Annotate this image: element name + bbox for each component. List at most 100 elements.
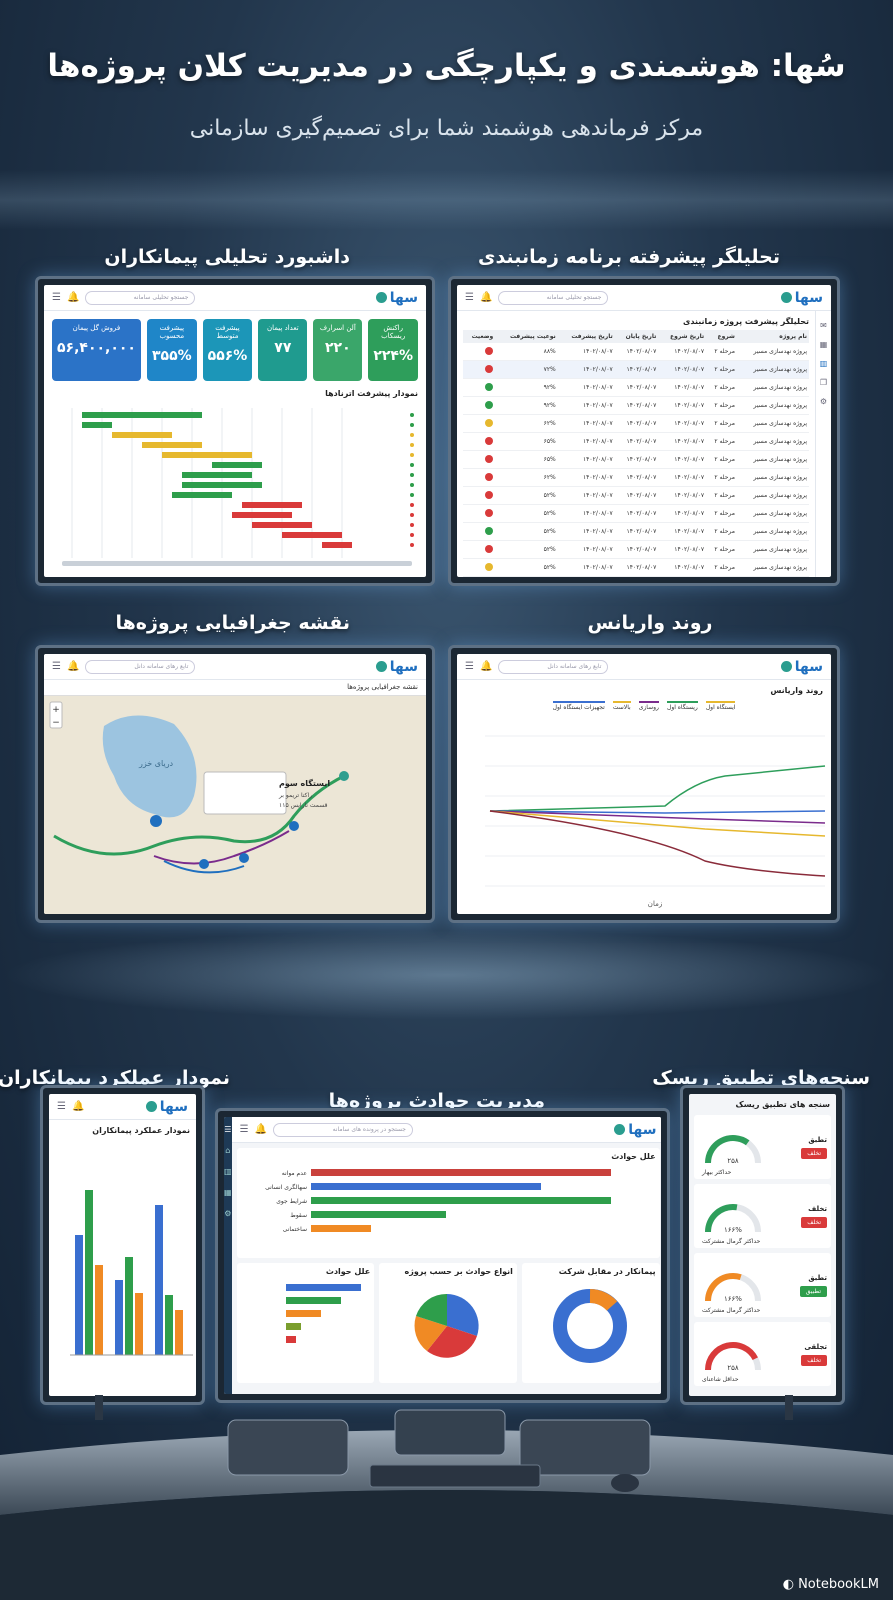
gantt-bar[interactable]: [82, 412, 202, 418]
table-row[interactable]: پروژه نهدسازی مسیر مرحله ۲ ۱۴۰۲/۰۸/۰۷ ۱۴۰۲/…: [463, 540, 809, 559]
status-badge[interactable]: تخلف: [801, 1147, 827, 1159]
keyboard[interactable]: [369, 1464, 541, 1488]
control-panel[interactable]: [519, 1419, 651, 1476]
horizontal-scrollbar[interactable]: [62, 561, 412, 566]
performance-bar[interactable]: [85, 1190, 93, 1355]
table-row[interactable]: پروژه نهدسازی مسیر مرحله ۲ ۱۴۰۲/۰۸/۰۷ ۱۴۰۲/…: [463, 360, 809, 379]
grid-icon[interactable]: ▦: [819, 340, 828, 349]
column-header[interactable]: تاریخ پایان: [614, 330, 659, 343]
settings-icon[interactable]: ⚙: [224, 1209, 232, 1218]
performance-bar[interactable]: [95, 1265, 103, 1355]
search-input[interactable]: جستجو در پرونده های سامانه: [272, 1122, 413, 1137]
performance-bar[interactable]: [125, 1257, 133, 1355]
table-row[interactable]: پروژه نهدسازی مسیر مرحله ۲ ۱۴۰۲/۰۸/۰۷ ۱۴۰۲/…: [463, 486, 809, 505]
bell-icon[interactable]: 🔔: [66, 292, 80, 303]
gantt-bar[interactable]: [212, 462, 262, 468]
column-header[interactable]: تاریخ شروع: [658, 330, 707, 343]
status-badge[interactable]: تخلف: [801, 1216, 827, 1228]
bell-icon[interactable]: 🔔: [479, 292, 493, 303]
map-pin[interactable]: [199, 859, 209, 869]
legend-item[interactable]: روسازی: [638, 701, 659, 711]
search-input[interactable]: تابع رهای سامانه دانل: [498, 659, 609, 674]
legend-item[interactable]: ریستگاه اول: [666, 701, 698, 711]
map-pin[interactable]: [339, 771, 349, 781]
status-badge[interactable]: تطبیق: [799, 1285, 827, 1297]
chart-icon[interactable]: ▥: [224, 1167, 232, 1176]
performance-bar[interactable]: [115, 1280, 123, 1355]
column-header[interactable]: شروع: [706, 330, 737, 343]
grid-icon[interactable]: ▦: [224, 1188, 232, 1197]
table-row[interactable]: پروژه نهدسازی مسیر مرحله ۲ ۱۴۰۲/۰۸/۰۷ ۱۴۰۲/…: [463, 504, 809, 523]
menu-icon[interactable]: ☰: [465, 292, 474, 303]
legend-item[interactable]: ایستگاه اول: [705, 701, 736, 711]
table-row[interactable]: پروژه نهدسازی مسیر مرحله ۲ ۱۴۰۲/۰۸/۰۷ ۱۴۰۲/…: [463, 522, 809, 541]
table-row[interactable]: پروژه نهدسازی مسیر مرحله ۲ ۱۴۰۲/۰۸/۰۷ ۱۴۰۲/…: [463, 378, 809, 397]
table-row[interactable]: پروژه نهدسازی مسیر مرحله ۲ ۱۴۰۲/۰۸/۰۷ ۱۴۰۲/…: [463, 414, 809, 433]
copy-icon[interactable]: ❐: [819, 378, 828, 387]
incident-bar[interactable]: [285, 1297, 341, 1304]
table-row[interactable]: پروژه نهدسازی مسیر مرحله ۲ ۱۴۰۲/۰۸/۰۷ ۱۴۰۲/…: [463, 432, 809, 451]
map-pin[interactable]: [289, 821, 299, 831]
gantt-bar[interactable]: [232, 512, 292, 518]
performance-bar[interactable]: [175, 1310, 183, 1355]
kpi-card[interactable]: آلن اسرارف ۲۲۰: [313, 319, 363, 381]
performance-bar[interactable]: [75, 1235, 83, 1355]
incident-bar[interactable]: [310, 1225, 371, 1232]
table-row[interactable]: پروژه نهدسازی مسیر مرحله ۲ ۱۴۰۲/۰۸/۰۷ ۱۴۰۲/…: [463, 450, 809, 469]
menu-icon[interactable]: ☰: [239, 1124, 249, 1135]
menu-icon[interactable]: ☰: [57, 1101, 66, 1112]
status-badge[interactable]: تخلف: [801, 1354, 827, 1366]
menu-icon[interactable]: ☰: [465, 661, 474, 672]
incident-bar[interactable]: [310, 1197, 611, 1204]
gantt-bar[interactable]: [112, 432, 172, 438]
legend-item[interactable]: بالاست: [612, 701, 631, 711]
gantt-bar[interactable]: [182, 472, 252, 478]
bell-icon[interactable]: 🔔: [66, 661, 80, 672]
home-icon[interactable]: ⌂: [225, 1146, 231, 1155]
kpi-card[interactable]: راکنش ریسکاب ۲۲۴%: [368, 319, 418, 381]
gantt-bar[interactable]: [162, 452, 252, 458]
column-header[interactable]: نام پروژه: [736, 330, 809, 343]
incident-bar[interactable]: [310, 1169, 611, 1176]
gantt-bar[interactable]: [242, 502, 302, 508]
kpi-card[interactable]: پیشرفت متوسط ۵۵۶%: [202, 319, 253, 381]
gantt-bar[interactable]: [172, 492, 232, 498]
chart-icon[interactable]: ▥: [819, 359, 828, 368]
search-input[interactable]: جستجو تحلیلی سامانه: [498, 290, 609, 305]
incident-bar[interactable]: [285, 1310, 321, 1317]
incident-bar[interactable]: [285, 1284, 361, 1291]
table-row[interactable]: پروژه نهدسازی مسیر مرحله ۲ ۱۴۰۲/۰۸/۰۷ ۱۴۰۲/…: [463, 558, 809, 577]
table-row[interactable]: پروژه نهدسازی مسیر مرحله ۲ ۱۴۰۲/۰۸/۰۷ ۱۴۰۲/…: [463, 468, 809, 487]
control-panel[interactable]: [394, 1409, 506, 1456]
risk-gauge-card[interactable]: ۲۵۸ حداکثر بیهار تطبق تخلف: [694, 1115, 831, 1179]
gantt-bar[interactable]: [142, 442, 202, 448]
search-input[interactable]: تابع رهای سامانه دانل: [85, 659, 196, 674]
performance-bar[interactable]: [165, 1295, 173, 1355]
search-input[interactable]: جستجو تحلیلی سامانه: [85, 290, 196, 305]
kpi-card[interactable]: پیشرفت محسوب ۳۵۵%: [146, 319, 197, 381]
map-pin[interactable]: [239, 853, 249, 863]
column-header[interactable]: نوعیت پیشرفت: [495, 330, 558, 343]
gantt-bar[interactable]: [252, 522, 312, 528]
performance-bar[interactable]: [135, 1293, 143, 1355]
control-panel[interactable]: [227, 1419, 349, 1476]
settings-icon[interactable]: ⚙: [819, 397, 828, 406]
map-pin[interactable]: [150, 815, 162, 827]
gantt-bar[interactable]: [322, 542, 352, 548]
risk-gauge-card[interactable]: ۲۵۸ حداقل شاعنای تجلقی تخلف: [694, 1322, 831, 1386]
kpi-card[interactable]: فروش گل پیمان ۵۶,۴۰۰,۰۰۰: [51, 319, 141, 381]
column-header[interactable]: تاریخ پیشرفت: [557, 330, 615, 343]
incident-bar[interactable]: [310, 1183, 541, 1190]
bell-icon[interactable]: 🔔: [254, 1124, 267, 1135]
project-map[interactable]: دریای خزر ایستگاه سوم راکتا تریمو بر قسم…: [44, 696, 426, 914]
table-row[interactable]: پروژه نهدسازی مسیر مرحله ۲ ۱۴۰۲/۰۸/۰۷ ۱۴۰۲/…: [463, 343, 809, 361]
mail-icon[interactable]: ✉: [820, 321, 827, 330]
kpi-card[interactable]: تعداد پیمان ۷۷: [258, 319, 308, 381]
menu-icon[interactable]: ☰: [52, 661, 61, 672]
table-row[interactable]: پروژه نهدسازی مسیر مرحله ۲ ۱۴۰۲/۰۸/۰۷ ۱۴۰۲/…: [463, 396, 809, 415]
risk-gauge-card[interactable]: ۱۶۶% حداکثر گرمال مشترکت تخلف تخلف: [694, 1184, 831, 1248]
zoom-in-icon[interactable]: +: [52, 705, 60, 715]
gantt-bar[interactable]: [282, 532, 342, 538]
mouse[interactable]: [611, 1474, 639, 1492]
menu-icon[interactable]: ☰: [224, 1125, 232, 1134]
